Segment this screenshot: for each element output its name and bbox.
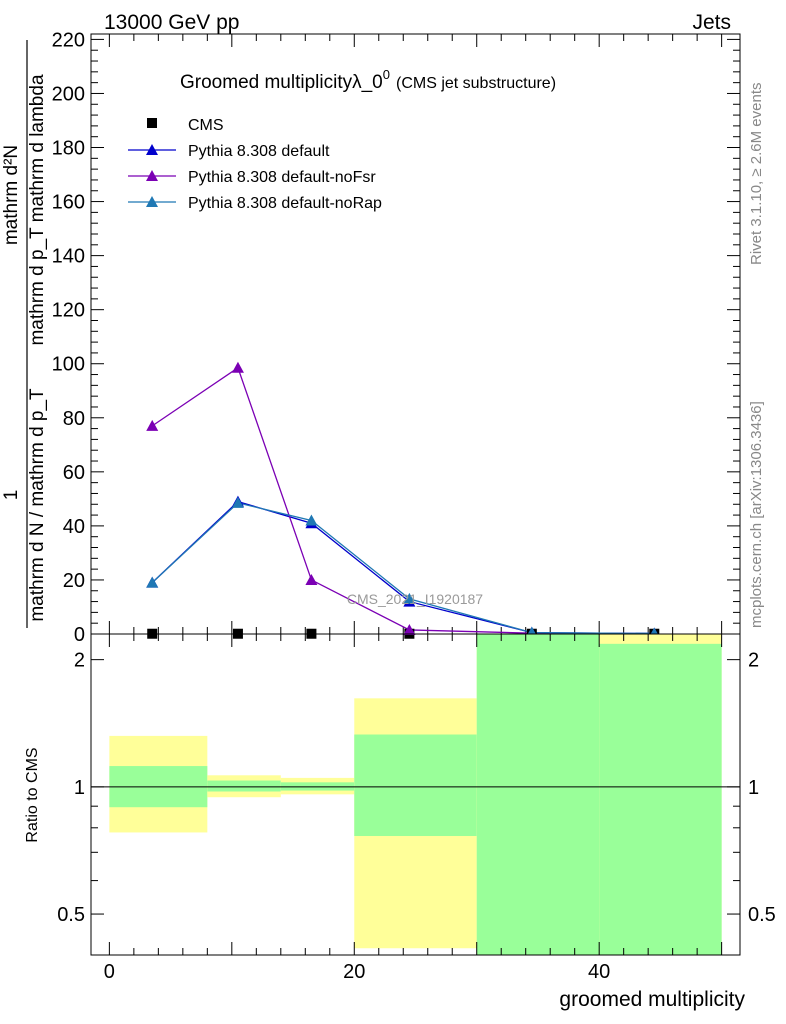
main-series-lines [151, 366, 655, 635]
main-y-ticks: 0 20 40 60 80 100 120 140 160 180 200 220 [52, 29, 740, 646]
ratio-y-tick-label: 2 [74, 650, 85, 672]
ratio-band-green [207, 780, 281, 792]
watermark: CMS_2021_I1920187 [347, 591, 483, 607]
series-line-3 [151, 502, 655, 635]
y-label-prefix-num: 1 [1, 490, 22, 501]
y-tick-label: 180 [52, 138, 85, 160]
y-tick-label: 40 [63, 516, 85, 538]
legend-label-cms: CMS [188, 117, 224, 134]
y-tick-label: 140 [52, 246, 85, 268]
legend-label-norap: Pythia 8.308 default-noRap [188, 195, 382, 212]
y-tick-label: 0 [74, 624, 85, 646]
y-label-numerator: mathrm d²N [1, 145, 22, 245]
y-tick-label: 220 [52, 29, 85, 51]
ratio-bands [109, 634, 722, 955]
y-label-prefix-den: mathrm d N / mathrm d p_T [27, 388, 48, 622]
ratio-y-tick-label-right: 1 [748, 777, 759, 799]
series-line-1 [151, 500, 655, 635]
ratio-y-tick-label: 0.5 [57, 904, 85, 926]
x-tick-label: 0 [104, 961, 115, 983]
y-tick-label: 200 [52, 83, 85, 105]
y-tick-label: 100 [52, 354, 85, 376]
legend-label-default: Pythia 8.308 default [188, 143, 330, 160]
legend-label-nofsr: Pythia 8.308 default-noFsr [188, 169, 376, 186]
plot-title-sup: 0 [383, 67, 390, 82]
ratio-band-green [599, 643, 722, 955]
series-marker-3 [403, 592, 416, 604]
legend: CMS Pythia 8.308 default Pythia 8.308 de… [128, 117, 382, 212]
ratio-band-green [476, 634, 600, 955]
legend-marker-nofsr [146, 170, 158, 181]
x-tick-label: 20 [343, 961, 365, 983]
y-tick-label: 60 [63, 462, 85, 484]
series-marker-2 [403, 623, 416, 635]
header-right: Jets [692, 11, 731, 34]
x-tick-label: 40 [588, 961, 610, 983]
series-marker-2 [231, 361, 244, 373]
y-tick-label: 80 [63, 408, 85, 430]
ratio-y-tick-label-right: 0.5 [748, 904, 776, 926]
plot-title-suffix: (CMS jet substructure) [396, 75, 556, 92]
rivet-label: Rivet 3.1.10, ≥ 2.6M events [748, 83, 765, 266]
plot-title-main: Groomed multiplicityλ_0 [180, 72, 383, 93]
ratio-y-label: Ratio to CMS [24, 747, 41, 842]
legend-marker-cms [147, 118, 157, 128]
mcplots-label: mcplots.cern.ch [arXiv:1306.3436] [748, 401, 765, 628]
ratio-plot: 0.5 0.5 1 1 2 2 0 20 40 Ratio to CMS groomed mu… [24, 633, 776, 1011]
ratio-y-ticks: 0.5 0.5 1 1 2 2 [57, 650, 776, 956]
series-marker-3 [231, 496, 244, 508]
main-plot: 0 20 40 60 80 100 120 140 160 180 200 220 Groomed m… [1, 29, 741, 646]
ratio-y-tick-label-right: 2 [748, 650, 759, 672]
y-tick-label: 120 [52, 300, 85, 322]
series-marker-2 [146, 419, 159, 431]
y-tick-label: 20 [63, 570, 85, 592]
ratio-band-green [354, 734, 477, 837]
series-marker-2 [305, 573, 318, 585]
y-tick-label: 160 [52, 192, 85, 214]
header-left: 13000 GeV pp [104, 11, 239, 34]
series-marker-3 [146, 576, 159, 588]
ratio-frame [90, 633, 741, 956]
series-marker-3 [305, 514, 318, 526]
x-axis-label: groomed multiplicity [559, 988, 745, 1011]
ratio-y-tick-label: 1 [74, 777, 85, 799]
plot-title: Groomed multiplicityλ_00 (CMS jet substru… [180, 67, 556, 93]
y-label-denominator: mathrm d p_T mathrm d lambda [27, 74, 48, 345]
x-ticks: 0 20 40 [104, 634, 723, 983]
legend-marker-default [146, 144, 158, 155]
legend-marker-norap [146, 196, 158, 207]
main-y-label: 1 mathrm d N / mathrm d p_T mathrm d²N m… [1, 40, 48, 628]
